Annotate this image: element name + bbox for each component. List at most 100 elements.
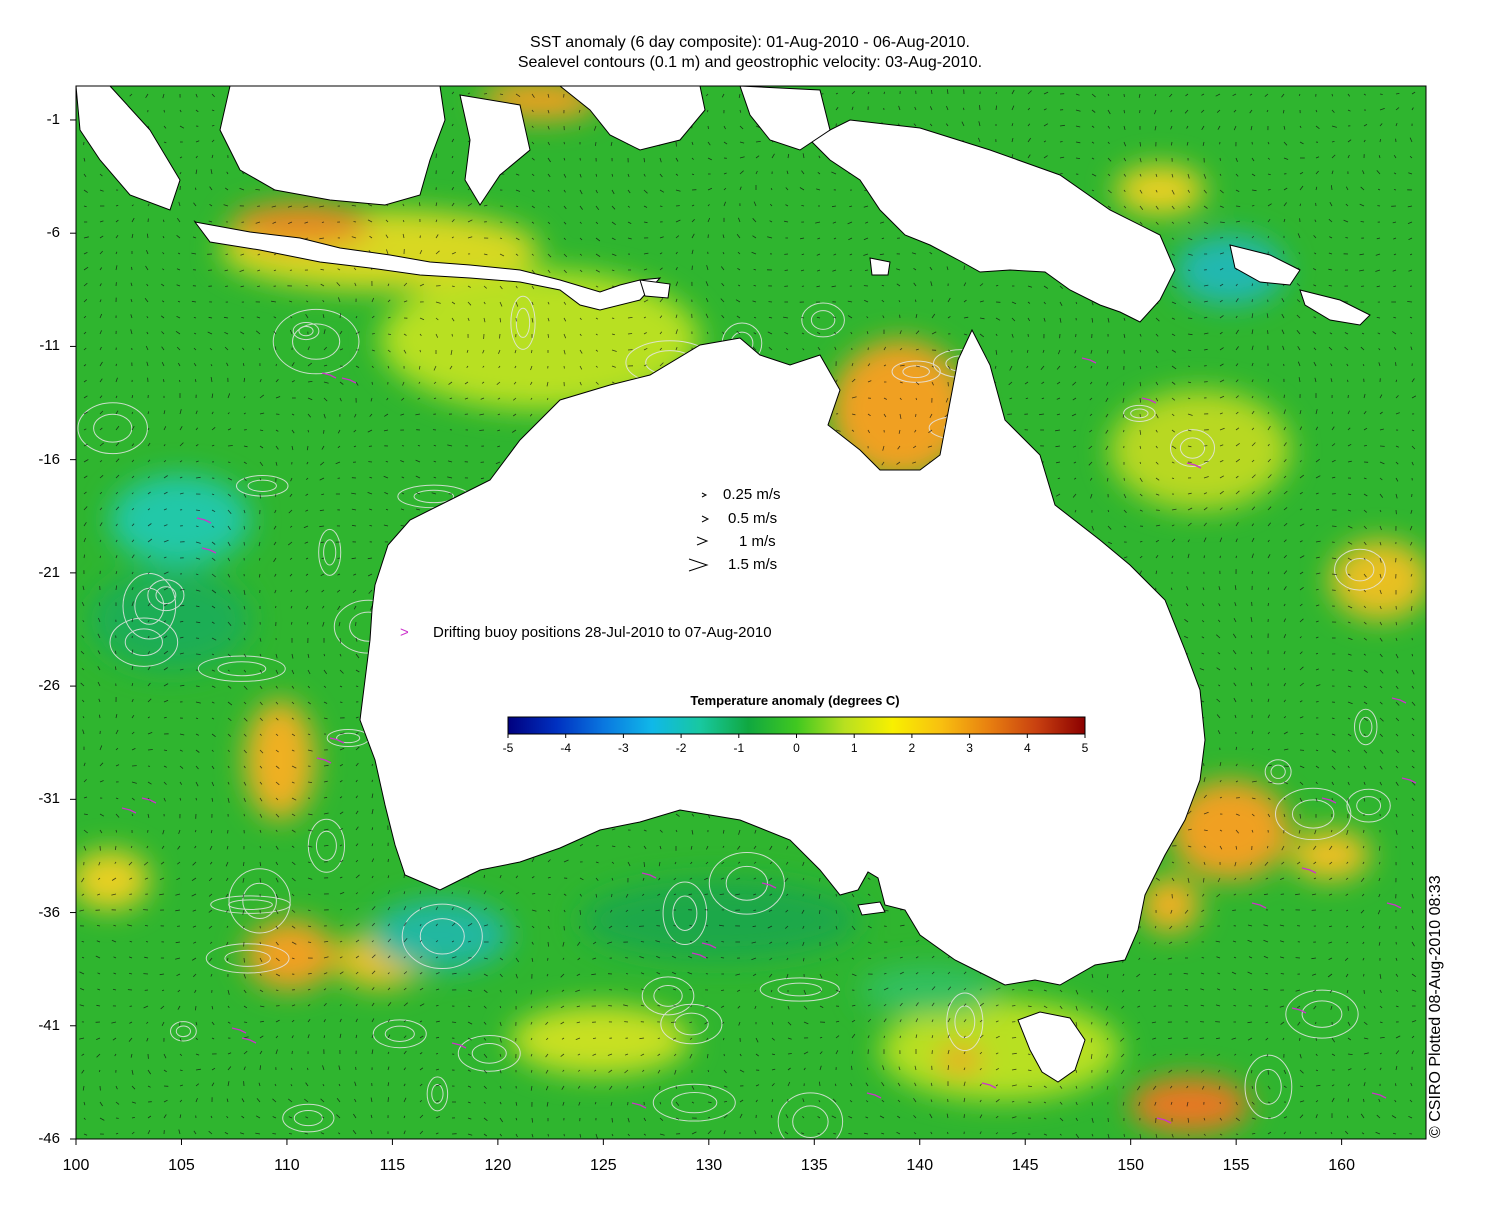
colorbar-tick-label: 5 — [1081, 741, 1089, 755]
sea-level-contour — [672, 895, 698, 931]
x-axis-tick-label: 125 — [589, 1157, 617, 1174]
velocity-legend — [688, 492, 710, 572]
y-axis-tick-label: -46 — [38, 1130, 60, 1147]
velocity-arrow-0-25 — [701, 492, 708, 498]
buoy-track — [329, 737, 345, 744]
sea-level-contour — [292, 323, 341, 360]
colorbar-tick-label: 4 — [1023, 741, 1031, 755]
velocity-legend-label-0-25: 0.25 m/s — [723, 486, 781, 503]
velocity-arrow-1-5 — [688, 558, 709, 572]
sea-level-contour — [946, 992, 984, 1052]
sea-level-contour — [122, 573, 177, 640]
buoy-track — [196, 517, 212, 524]
buoy-track — [1291, 1007, 1307, 1014]
sea-level-contour — [1264, 759, 1292, 785]
x-axis-tick-label: 150 — [1117, 1157, 1145, 1174]
melville-island — [639, 279, 671, 299]
solomon-islands — [1299, 289, 1371, 326]
java-timor-islands — [193, 221, 662, 311]
sea-level-contour — [169, 1021, 197, 1042]
velocity-legend-label-0-5: 0.5 m/s — [728, 510, 778, 527]
sea-level-contour — [298, 325, 314, 337]
colorbar-tick-label: 0 — [793, 741, 800, 755]
y-axis-tick-label: -6 — [46, 224, 60, 242]
x-axis-tick-label: 135 — [800, 1157, 828, 1174]
sumatra-tip — [76, 86, 181, 211]
sea-level-contour — [777, 982, 822, 997]
sea-level-contour — [323, 539, 337, 566]
sea-level-contour — [725, 865, 768, 901]
buoy-track — [1251, 902, 1267, 909]
buoy-track — [1401, 777, 1417, 784]
sea-level-contour — [471, 1043, 507, 1064]
sea-level-contour — [431, 1083, 444, 1104]
sea-level-contour — [1359, 716, 1373, 738]
new-britain — [1229, 244, 1301, 286]
sea-level-contour — [1353, 708, 1378, 746]
sea-level-contour — [292, 322, 320, 341]
kangaroo-island — [857, 901, 886, 916]
buoy-track — [701, 942, 717, 949]
sea-level-contour — [777, 1092, 844, 1139]
velocity-legend-label-1: 1 m/s — [739, 533, 776, 550]
sea-level-contour — [759, 977, 840, 1002]
buoy-track — [641, 872, 657, 879]
buoy-track — [141, 797, 157, 804]
buoy-track — [1321, 797, 1337, 804]
sea-level-contour — [1345, 557, 1375, 582]
sea-level-contour — [653, 984, 683, 1007]
sea-level-contour — [1346, 788, 1391, 823]
sea-level-contour — [792, 1105, 829, 1138]
sea-level-contour — [217, 661, 267, 677]
sea-level-contour — [315, 830, 337, 861]
sea-level-contour — [242, 882, 277, 920]
x-axis-tick-label: 145 — [1011, 1157, 1039, 1174]
sea-level-contour — [147, 579, 185, 612]
plot-frame — [75, 85, 1427, 1140]
sea-level-contour — [247, 479, 277, 492]
sea-level-contour — [674, 1012, 709, 1036]
sea-level-contour — [652, 1083, 736, 1122]
sea-level-contour — [1270, 764, 1286, 779]
x-axis-tick-label: 120 — [484, 1157, 512, 1174]
sea-level-contour — [801, 302, 845, 338]
colorbar-tick-label: -2 — [675, 741, 687, 755]
sea-level-contour — [1244, 1054, 1293, 1119]
sea-level-contour — [224, 949, 271, 967]
buoy-track — [1301, 867, 1317, 874]
buoy-track — [981, 1082, 997, 1089]
sea-level-contour — [1291, 799, 1335, 829]
buoy-track — [1156, 1117, 1172, 1124]
sulawesi — [459, 94, 531, 206]
sea-level-contour — [293, 1109, 323, 1127]
x-axis-tick-label: 130 — [695, 1157, 723, 1174]
sea-level-contour — [1285, 989, 1359, 1039]
sea-level-contour — [197, 655, 286, 682]
new-guinea — [809, 119, 1176, 323]
velocity-arrow-1 — [696, 536, 709, 546]
buoy-track — [1141, 397, 1157, 404]
buoy-track — [121, 807, 137, 814]
australia-mainland — [359, 328, 1206, 986]
colorbar-tick-marks — [507, 734, 1086, 738]
sea-level-contour — [155, 586, 177, 605]
sea-level-contour — [660, 1003, 723, 1045]
sea-level-contour — [77, 402, 148, 455]
y-axis-tick-label: -41 — [38, 1016, 60, 1034]
map-title-line-2: Sealevel contours (0.1 m) and geostrophi… — [517, 54, 983, 71]
sea-level-contour — [510, 295, 536, 350]
sea-level-contour — [662, 881, 708, 946]
sea-level-contour — [228, 899, 273, 910]
colorbar-tick-label: -5 — [502, 741, 514, 755]
sea-level-contour — [954, 1005, 976, 1039]
sea-level-contour — [372, 1019, 427, 1049]
buoy-track — [1386, 902, 1402, 909]
buoy-track — [691, 952, 707, 959]
sea-level-contour — [124, 628, 163, 656]
sea-level-contour — [282, 1103, 335, 1133]
sea-level-contour — [272, 308, 360, 375]
buoy-track — [341, 377, 357, 384]
map-title-line-1: SST anomaly (6 day composite): 01-Aug-20… — [530, 34, 970, 51]
y-axis-tick-label: -31 — [38, 790, 60, 808]
